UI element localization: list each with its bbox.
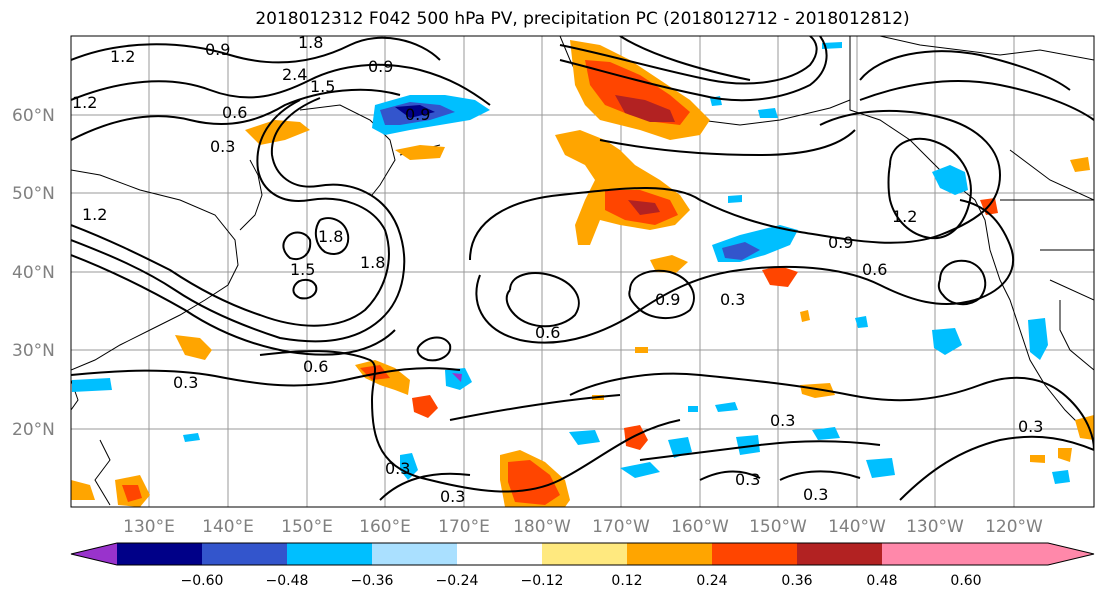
lon-label: 150°W — [749, 517, 807, 537]
colorbar-swatch — [202, 543, 287, 565]
pv-label: 0.6 — [862, 260, 887, 279]
coastlines — [71, 36, 1094, 506]
latitude-labels: 60°N 50°N 40°N 30°N 20°N — [12, 106, 55, 440]
colorbar-tick-label: −0.60 — [181, 573, 224, 589]
pv-label: 0.9 — [655, 290, 680, 309]
colorbar-extend-left — [71, 543, 117, 565]
lon-label: 180°W — [513, 517, 571, 537]
pv-label: 0.3 — [210, 137, 235, 156]
colorbar-tick-label: −0.48 — [266, 573, 309, 589]
colorbar-outline — [70, 542, 1095, 566]
pv-contour-labels: 1.2 0.9 1.8 2.4 1.5 1.2 0.6 0.3 0.9 1.8 … — [72, 33, 1043, 506]
lon-label: 130°E — [123, 517, 175, 537]
pv-label: 1.8 — [318, 227, 343, 246]
pv-label: 0.3 — [440, 487, 465, 506]
colorbar-swatch — [287, 543, 372, 565]
lat-label: 50°N — [12, 184, 55, 204]
lon-label: 160°W — [671, 517, 729, 537]
lat-label: 60°N — [12, 106, 55, 126]
colorbar-swatch — [372, 543, 457, 565]
pv-label: 1.2 — [72, 93, 97, 112]
map-title: 2018012312 F042 500 hPa PV, precipitatio… — [255, 9, 910, 29]
pv-label: 1.8 — [360, 253, 385, 272]
lat-label: 20°N — [12, 420, 55, 440]
lon-label: 130°W — [906, 517, 964, 537]
pv-label: 0.6 — [535, 323, 560, 342]
lon-label: 160°E — [359, 517, 411, 537]
pv-label: 1.5 — [310, 77, 335, 96]
lat-label: 30°N — [12, 341, 55, 361]
lat-label: 40°N — [12, 263, 55, 283]
pv-label: 0.6 — [222, 103, 247, 122]
colorbar-ticks: −0.60 −0.48 −0.36 −0.24 −0.12 0.12 0.24 … — [181, 573, 982, 589]
colorbar-swatch — [712, 543, 797, 565]
pv-label: 0.3 — [720, 290, 745, 309]
pv-label: 0.3 — [1018, 417, 1043, 436]
lon-label: 170°W — [592, 517, 650, 537]
colorbar-tick-label: 0.12 — [611, 573, 642, 589]
colorbar-swatch — [117, 543, 202, 565]
colorbar-tick-label: −0.36 — [351, 573, 394, 589]
pv-label: 1.5 — [290, 260, 315, 279]
colorbar-tick-label: 0.48 — [866, 573, 897, 589]
pv-label: 0.3 — [173, 373, 198, 392]
pv-contours — [71, 36, 1094, 501]
colorbar-swatch — [627, 543, 712, 565]
lon-label: 170°E — [438, 517, 490, 537]
lon-label: 120°W — [985, 517, 1043, 537]
colorbar-swatch — [797, 543, 882, 565]
colorbar-swatch — [542, 543, 627, 565]
pv-label: 1.2 — [82, 205, 107, 224]
pv-label: 1.8 — [298, 33, 323, 52]
colorbar-tick-label: −0.24 — [436, 573, 479, 589]
lon-label: 140°W — [828, 517, 886, 537]
colorbar-swatch — [882, 543, 966, 565]
pv-label: 1.2 — [892, 207, 917, 226]
pv-label: 0.9 — [205, 40, 230, 59]
precip-shading — [71, 40, 1094, 507]
lon-label: 140°E — [202, 517, 254, 537]
pv-label: 0.3 — [385, 459, 410, 478]
pv-label: 0.3 — [770, 411, 795, 430]
pv-label: 0.3 — [803, 485, 828, 504]
colorbar-swatch — [966, 543, 1094, 565]
pv-label: 0.6 — [303, 357, 328, 376]
lon-label: 150°E — [281, 517, 333, 537]
longitude-labels: 130°E 140°E 150°E 160°E 170°E 180°W 170°… — [123, 517, 1043, 537]
pv-label: 0.3 — [735, 470, 760, 489]
pv-label: 0.9 — [828, 233, 853, 252]
pv-label: 2.4 — [282, 65, 307, 84]
colorbar-tick-label: 0.36 — [781, 573, 812, 589]
colorbar-swatch — [457, 543, 542, 565]
pv-label: 1.2 — [110, 47, 135, 66]
colorbar-tick-label: −0.12 — [521, 573, 564, 589]
colorbar-tick-label: 0.24 — [696, 573, 727, 589]
colorbar-tick-label: 0.60 — [950, 573, 981, 589]
pv-label: 0.9 — [368, 57, 393, 76]
colorbar: −0.60 −0.48 −0.36 −0.24 −0.12 0.12 0.24 … — [70, 542, 1095, 589]
pv-label: 0.9 — [405, 105, 430, 124]
map-frame — [70, 35, 1095, 508]
